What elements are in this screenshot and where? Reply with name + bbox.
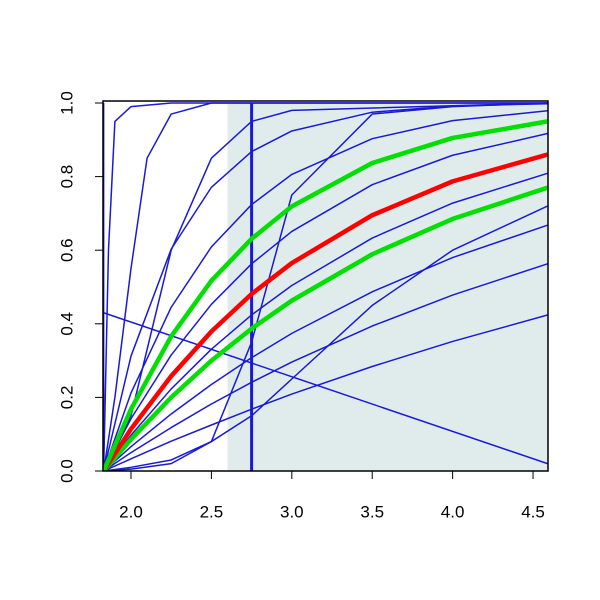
plot-area (103, 102, 548, 471)
x-tick-label: 3.5 (360, 502, 384, 521)
x-tick-label: 2.5 (200, 502, 224, 521)
x-tick-label: 4.5 (521, 502, 545, 521)
y-tick-label: 0.2 (57, 386, 76, 410)
y-tick-label: 0.4 (57, 312, 76, 336)
series-line (103, 102, 548, 471)
series-line (103, 152, 548, 471)
y-tick-label: 0.6 (57, 238, 76, 262)
series-line (103, 312, 548, 465)
x-tick-label: 3.0 (280, 502, 304, 521)
x-tick-label: 4.0 (441, 502, 465, 521)
series-line (103, 119, 548, 471)
y-tick-label: 1.0 (57, 91, 76, 115)
x-tick-label: 2.0 (119, 502, 143, 521)
y-tick-label: 0.0 (57, 459, 76, 483)
y-tick-label: 0.8 (57, 165, 76, 189)
series-line (103, 185, 548, 471)
series-line (103, 102, 548, 471)
